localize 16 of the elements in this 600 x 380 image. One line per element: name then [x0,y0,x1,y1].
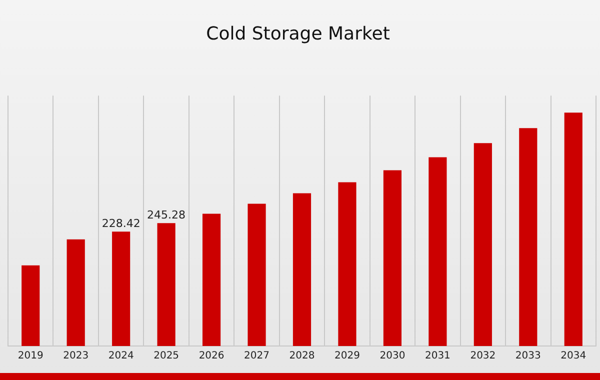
x-tick-label: 2031 [424,350,450,362]
data-label: 245.28 [147,208,186,222]
x-tick-label: 2025 [154,350,180,362]
x-tick-label: 2032 [470,350,496,362]
x-tick-label: 2034 [560,350,586,362]
x-tick-label: 2023 [63,350,89,362]
x-tick-label: 2028 [289,350,315,362]
x-tick-label: 2029 [334,350,360,362]
x-tick-label: 2033 [515,350,541,362]
x-tick-label: 2030 [380,350,406,362]
x-tick-label: 2024 [108,350,134,362]
x-tick-label: 2027 [244,350,270,362]
x-tick-label: 2019 [18,350,44,362]
chart-title: Cold Storage Market [206,23,390,44]
x-tick-label: 2026 [198,350,224,362]
data-label: 228.42 [102,216,140,230]
